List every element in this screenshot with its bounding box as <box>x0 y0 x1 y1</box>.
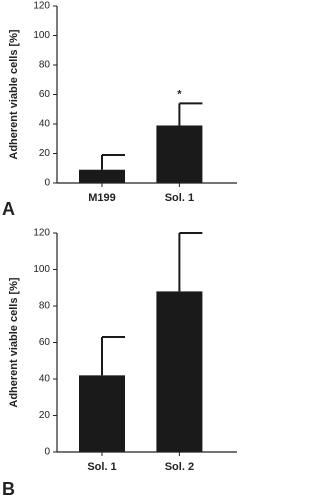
y-tick-label: 0 <box>44 447 50 458</box>
y-tick-label: 100 <box>33 30 50 41</box>
y-axis-label: Adherent viable cells [%] <box>8 29 20 160</box>
x-tick-label: Sol. 2 <box>165 461 194 473</box>
y-tick-label: 120 <box>33 228 50 239</box>
annotation: * <box>177 88 182 100</box>
panel-label: B <box>2 479 15 499</box>
y-tick-label: 120 <box>33 1 50 12</box>
bar <box>79 169 125 183</box>
bar <box>156 291 203 452</box>
y-tick-label: 40 <box>39 119 51 130</box>
x-tick-label: M199 <box>88 192 116 204</box>
y-axis-label: Adherent viable cells [%] <box>8 277 20 408</box>
y-tick-label: 60 <box>39 89 51 100</box>
panel-label: A <box>2 199 15 219</box>
figure: Adherent viable cells [%] A 0 20 40 60 80 100 12… <box>2 1 237 499</box>
y-tick-label: 100 <box>33 264 50 275</box>
x-tick-label: Sol. 1 <box>87 461 116 473</box>
y-tick-label: 60 <box>39 337 51 348</box>
bar <box>79 375 125 452</box>
y-tick-label: 40 <box>39 374 51 385</box>
x-tick-label: Sol. 1 <box>165 192 194 204</box>
y-tick-label: 80 <box>39 60 51 71</box>
bar <box>156 125 203 183</box>
y-tick-label: 20 <box>39 410 51 421</box>
y-tick-label: 80 <box>39 301 51 312</box>
y-tick-label: 0 <box>44 178 50 189</box>
y-tick-label: 20 <box>39 148 51 159</box>
